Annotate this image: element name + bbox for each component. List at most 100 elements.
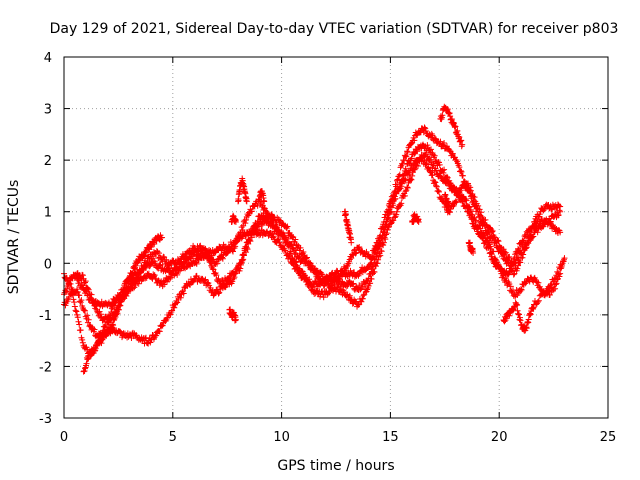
data-point-fill <box>364 286 371 293</box>
data-point-fill <box>530 223 537 230</box>
data-point-fill <box>270 233 277 240</box>
data-point-fill <box>95 309 102 316</box>
data-point-fill <box>476 206 483 213</box>
y-tick-label: 2 <box>44 154 52 169</box>
data-point-fill <box>383 214 390 221</box>
data-point-fill <box>161 281 168 288</box>
data-point-fill <box>425 164 432 171</box>
y-tick-label: -1 <box>39 309 52 324</box>
data-point <box>465 182 472 189</box>
data-point-fill <box>372 243 379 250</box>
data-point-fill <box>384 209 391 216</box>
data-point-fill <box>215 275 222 282</box>
data-point-fill <box>457 187 464 194</box>
data-point-fill <box>429 132 436 139</box>
data-point-fill <box>535 279 542 286</box>
data-point-fill <box>479 234 486 241</box>
data-point-fill <box>66 280 73 287</box>
chart-title: Day 129 of 2021, Sidereal Day-to-day VTE… <box>50 21 619 37</box>
data-point-fill <box>158 323 165 330</box>
data-point-fill <box>181 253 188 260</box>
data-point-fill <box>488 228 495 235</box>
data-point-fill <box>176 259 183 266</box>
data-point-fill <box>450 184 457 191</box>
data-point-fill <box>546 291 553 298</box>
data-point-fill <box>421 124 428 131</box>
data-point-fill <box>527 237 534 244</box>
data-point-fill <box>516 311 523 318</box>
y-axis-label: SDTVAR / TECUs <box>6 180 22 295</box>
data-point-fill <box>356 244 363 251</box>
data-point-fill <box>515 262 522 269</box>
data-point-fill <box>463 197 470 204</box>
data-point-fill <box>548 206 555 213</box>
data-point-fill <box>393 183 400 190</box>
data-point <box>367 270 374 277</box>
data-point-fill <box>541 291 548 298</box>
data-point-fill <box>371 269 378 276</box>
data-point-fill <box>336 276 343 283</box>
data-point-fill <box>344 282 351 289</box>
data-point-fill <box>156 250 163 257</box>
data-point-fill <box>307 260 314 267</box>
data-point-fill <box>292 259 299 266</box>
data-point-fill <box>475 202 482 209</box>
data-point-fill <box>227 273 234 280</box>
data-point-fill <box>382 236 389 243</box>
data-point-fill <box>431 152 438 159</box>
data-point <box>433 182 440 189</box>
data-point-fill <box>61 299 68 306</box>
data-point-fill <box>401 157 408 164</box>
data-point-fill <box>458 168 465 175</box>
data-point-fill <box>295 254 302 261</box>
data-point-fill <box>486 243 493 250</box>
data-point-fill <box>236 233 243 240</box>
data-point-fill <box>555 270 562 277</box>
data-point-fill <box>214 260 221 267</box>
data-point-fill <box>259 202 266 209</box>
data-point-fill <box>393 211 400 218</box>
data-point-fill <box>202 276 209 283</box>
data-point <box>243 198 250 205</box>
x-tick-label: 25 <box>600 430 617 445</box>
data-point-fill <box>339 271 346 278</box>
data-point-fill <box>232 243 239 250</box>
data-point-fill <box>179 287 186 294</box>
data-point-fill <box>534 299 541 306</box>
data-point <box>67 280 74 287</box>
data-point-fill <box>88 291 95 298</box>
data-point <box>380 229 387 236</box>
data-point-fill <box>377 232 384 239</box>
data-point <box>459 141 466 148</box>
data-point-fill <box>211 270 218 277</box>
data-point-fill <box>467 209 474 216</box>
data-point-fill <box>402 165 409 172</box>
data-point-fill <box>385 223 392 230</box>
data-point-fill <box>96 308 103 315</box>
data-point-fill <box>458 137 465 144</box>
data-point-fill <box>534 229 541 236</box>
data-point-fill <box>535 297 542 304</box>
data-point-fill <box>161 257 168 264</box>
data-point-fill <box>349 281 356 288</box>
data-point-fill <box>66 277 73 284</box>
data-point-fill <box>515 254 522 261</box>
data-point-fill <box>506 253 513 260</box>
data-point-fill <box>72 307 79 314</box>
data-point-fill <box>132 278 139 285</box>
data-point-fill <box>219 255 226 262</box>
data-point-fill <box>245 212 252 219</box>
y-tick-label: 1 <box>44 206 52 221</box>
data-point-fill <box>406 171 413 178</box>
x-tick-label: 5 <box>169 430 177 445</box>
data-point-fill <box>441 139 448 146</box>
data-point-fill <box>293 258 300 265</box>
data-point-fill <box>142 334 149 341</box>
data-point-fill <box>280 229 287 236</box>
data-point-fill <box>466 204 473 211</box>
data-point-fill <box>172 300 179 307</box>
data-point-fill <box>311 267 318 274</box>
data-point-fill <box>166 275 173 282</box>
data-point-fill <box>209 265 216 272</box>
data-point-fill <box>342 211 349 218</box>
